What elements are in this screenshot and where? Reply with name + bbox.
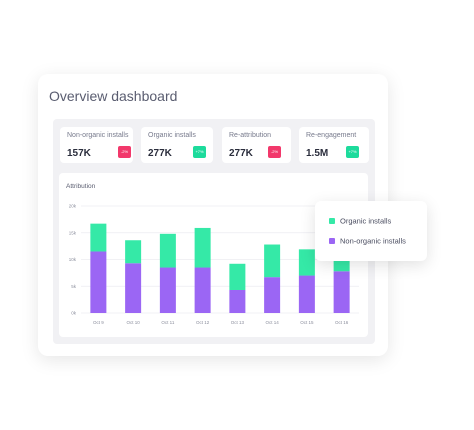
legend-item-non-organic[interactable]: Non-organic installs <box>329 236 406 246</box>
y-tick-label: 0k <box>71 311 77 316</box>
chart-title: Attribution <box>66 183 96 190</box>
bar-non-organic[interactable] <box>125 263 142 313</box>
y-tick-label: 20k <box>69 204 77 209</box>
stat-card-non-organic[interactable]: Non-organic installs 157K -2% <box>60 127 133 163</box>
stat-label: Non-organic installs <box>67 132 129 139</box>
non-organic-checkbox-icon[interactable] <box>329 238 335 245</box>
bar-organic[interactable] <box>298 249 315 276</box>
legend-label: Non-organic installs <box>340 236 406 246</box>
bar-non-organic[interactable] <box>194 267 211 313</box>
trend-badge: -2% <box>268 146 281 158</box>
stat-card-re-engagement[interactable]: Re-engagement 1.5M +7% <box>299 127 369 163</box>
y-tick-label: 5k <box>71 284 77 289</box>
stat-value: 277K <box>229 148 253 159</box>
bar-non-organic[interactable] <box>264 277 281 313</box>
stat-card-organic[interactable]: Organic installs 277K +7% <box>141 127 213 163</box>
bar-organic[interactable] <box>159 233 176 268</box>
legend-label: Organic installs <box>340 216 392 226</box>
trend-badge: +7% <box>193 146 206 158</box>
x-tick-label: Oct 10 <box>126 320 140 325</box>
attribution-bar-chart: 0k 5k 10k 15k 20k Oct 9 Oct 10 Oct 11 Oct 12 Oct … <box>69 204 359 325</box>
bar-non-organic[interactable] <box>159 267 176 313</box>
stat-label: Organic installs <box>148 132 196 139</box>
stat-label: Re-engagement <box>306 132 357 139</box>
bar-organic[interactable] <box>333 257 350 272</box>
legend-item-organic[interactable]: Organic installs <box>329 216 391 226</box>
bar-organic[interactable] <box>90 223 107 252</box>
bar-organic[interactable] <box>264 244 281 278</box>
x-tick-label: Oct 16 <box>335 320 349 325</box>
bar-organic[interactable] <box>194 227 211 268</box>
bar-non-organic[interactable] <box>229 289 246 313</box>
dashboard-panel: Non-organic installs 157K -2% Organic in… <box>53 119 375 344</box>
x-tick-label: Oct 15 <box>300 320 314 325</box>
x-tick-label: Oct 11 <box>161 320 174 325</box>
bar-organic[interactable] <box>125 240 142 264</box>
bar-non-organic[interactable] <box>90 251 107 313</box>
stat-value: 157K <box>67 148 91 159</box>
bar-non-organic[interactable] <box>298 275 315 313</box>
organic-checkbox-icon[interactable] <box>329 218 335 225</box>
bar-organic[interactable] <box>229 263 246 290</box>
stat-card-re-attribution[interactable]: Re-attribution 277K -2% <box>222 127 291 163</box>
page-title: Overview dashboard <box>49 88 178 104</box>
chart-legend: Organic installs Non-organic installs <box>315 201 427 261</box>
trend-badge: +7% <box>346 146 359 158</box>
x-tick-label: Oct 14 <box>265 320 279 325</box>
bar-non-organic[interactable] <box>333 271 350 313</box>
x-tick-label: Oct 12 <box>196 320 210 325</box>
y-tick-label: 15k <box>69 230 77 235</box>
x-tick-label: Oct 13 <box>231 320 245 325</box>
stat-label: Re-attribution <box>229 132 272 139</box>
trend-badge: -2% <box>118 146 131 158</box>
stat-value: 277K <box>148 148 172 159</box>
y-tick-label: 10k <box>69 257 77 262</box>
stat-value: 1.5M <box>306 148 329 159</box>
x-tick-label: Oct 9 <box>93 320 104 325</box>
